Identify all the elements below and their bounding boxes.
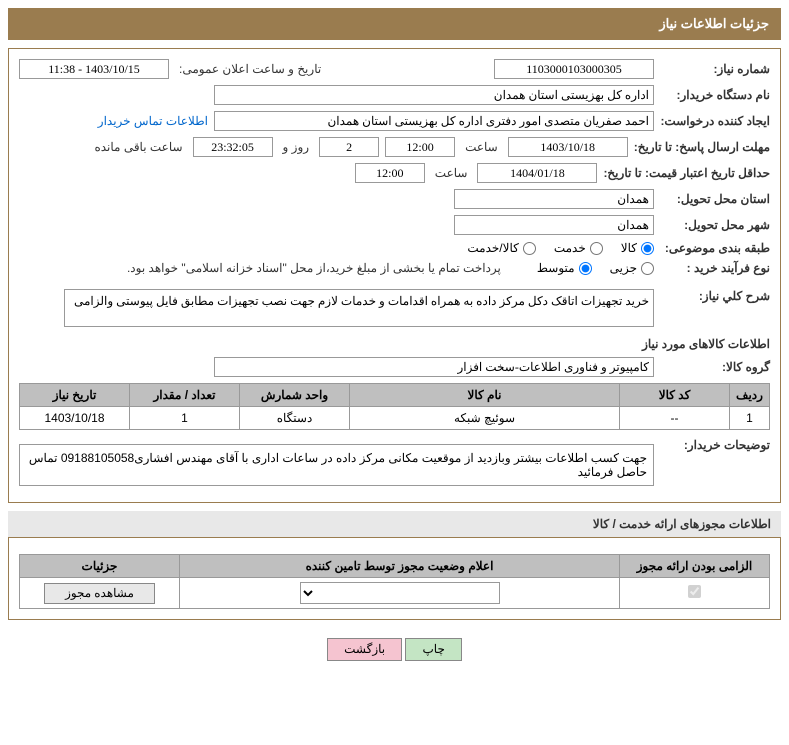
table-row: 1 -- سوئیچ شبکه دستگاه 1 1403/10/18 <box>20 407 770 430</box>
requester-label: ایجاد کننده درخواست: <box>660 114 770 128</box>
time-label-1: ساعت <box>461 140 502 154</box>
deadline-date-field[interactable] <box>508 137 628 157</box>
requester-field[interactable] <box>214 111 654 131</box>
licenses-title: اطلاعات مجوزهای ارائه خدمت / کالا <box>8 511 781 537</box>
validity-date-field[interactable] <box>477 163 597 183</box>
view-license-button[interactable]: مشاهده مجوز <box>44 583 155 604</box>
radio-medium[interactable]: متوسط <box>537 261 592 275</box>
th-row: ردیف <box>730 384 770 407</box>
category-label: طبقه بندی موضوعی: <box>660 241 770 255</box>
process-label: نوع فرآیند خرید : <box>660 261 770 275</box>
cell-row: 1 <box>730 407 770 430</box>
deadline-label: مهلت ارسال پاسخ: تا تاریخ: <box>634 140 770 154</box>
desc-label: شرح کلي نياز: <box>660 289 770 303</box>
radio-goods[interactable]: کالا <box>621 241 654 255</box>
need-no-label: شماره نیاز: <box>660 62 770 76</box>
button-row: چاپ بازگشت <box>0 628 789 671</box>
radio-both[interactable]: کالا/خدمت <box>467 241 535 255</box>
th-status: اعلام وضعیت مجوز توسط تامین کننده <box>180 555 620 578</box>
th-code: کد کالا <box>620 384 730 407</box>
validity-label: حداقل تاریخ اعتبار قیمت: تا تاریخ: <box>603 166 770 180</box>
cell-qty: 1 <box>130 407 240 430</box>
deadline-time-field[interactable] <box>385 137 455 157</box>
licenses-section: الزامی بودن ارائه مجوز اعلام وضعیت مجوز … <box>8 537 781 620</box>
details-section: شماره نیاز: تاریخ و ساعت اعلان عمومی: نا… <box>8 48 781 503</box>
group-label: گروه کالا: <box>660 360 770 374</box>
license-row: مشاهده مجوز <box>20 578 770 609</box>
contact-buyer-link[interactable]: اطلاعات تماس خریدار <box>98 114 208 128</box>
print-button[interactable]: چاپ <box>405 638 461 661</box>
cell-unit: دستگاه <box>240 407 350 430</box>
process-radio-group: جزیی متوسط <box>537 261 654 275</box>
status-select[interactable] <box>300 582 500 604</box>
cell-status <box>180 578 620 609</box>
buyer-org-label: نام دستگاه خریدار: <box>660 88 770 102</box>
th-date: تاریخ نیاز <box>20 384 130 407</box>
th-unit: واحد شمارش <box>240 384 350 407</box>
th-details: جزئیات <box>20 555 180 578</box>
buyer-org-field[interactable] <box>214 85 654 105</box>
radio-medium-input[interactable] <box>579 262 592 275</box>
cell-date: 1403/10/18 <box>20 407 130 430</box>
licenses-table: الزامی بودن ارائه مجوز اعلام وضعیت مجوز … <box>19 554 770 609</box>
validity-time-field[interactable] <box>355 163 425 183</box>
page-title: جزئیات اطلاعات نیاز <box>8 8 781 40</box>
th-name: نام کالا <box>350 384 620 407</box>
city-field[interactable] <box>454 215 654 235</box>
mandatory-checkbox <box>688 585 701 598</box>
buyer-notes-box: جهت کسب اطلاعات بیشتر وبازدید از موقعیت … <box>19 444 654 486</box>
items-header: اطلاعات کالاهای مورد نیاز <box>19 337 770 351</box>
remain-label: ساعت باقی مانده <box>90 140 186 154</box>
cell-name: سوئیچ شبکه <box>350 407 620 430</box>
th-mandatory: الزامی بودن ارائه مجوز <box>620 555 770 578</box>
desc-textarea[interactable] <box>64 289 654 327</box>
radio-goods-input[interactable] <box>641 242 654 255</box>
radio-service-input[interactable] <box>590 242 603 255</box>
cell-code: -- <box>620 407 730 430</box>
province-label: استان محل تحویل: <box>660 192 770 206</box>
radio-minor-input[interactable] <box>641 262 654 275</box>
category-radio-group: کالا خدمت کالا/خدمت <box>467 241 654 255</box>
time-label-2: ساعت <box>431 166 472 180</box>
days-field[interactable] <box>319 137 379 157</box>
back-button[interactable]: بازگشت <box>327 638 402 661</box>
province-field[interactable] <box>454 189 654 209</box>
th-qty: تعداد / مقدار <box>130 384 240 407</box>
cell-mandatory <box>620 578 770 609</box>
announce-label: تاریخ و ساعت اعلان عمومی: <box>175 62 325 76</box>
countdown-field[interactable] <box>193 137 273 157</box>
city-label: شهر محل تحویل: <box>660 218 770 232</box>
radio-service[interactable]: خدمت <box>554 241 603 255</box>
need-no-field[interactable] <box>494 59 654 79</box>
treasury-note: پرداخت تمام یا بخشی از مبلغ خرید،از محل … <box>127 261 531 275</box>
items-table: ردیف کد کالا نام کالا واحد شمارش تعداد /… <box>19 383 770 430</box>
announce-field[interactable] <box>19 59 169 79</box>
radio-minor[interactable]: جزیی <box>610 261 654 275</box>
group-field[interactable] <box>214 357 654 377</box>
days-and-label: روز و <box>279 140 314 154</box>
radio-both-input[interactable] <box>523 242 536 255</box>
buyer-notes-label: توضیحات خریدار: <box>660 438 770 452</box>
cell-details: مشاهده مجوز <box>20 578 180 609</box>
